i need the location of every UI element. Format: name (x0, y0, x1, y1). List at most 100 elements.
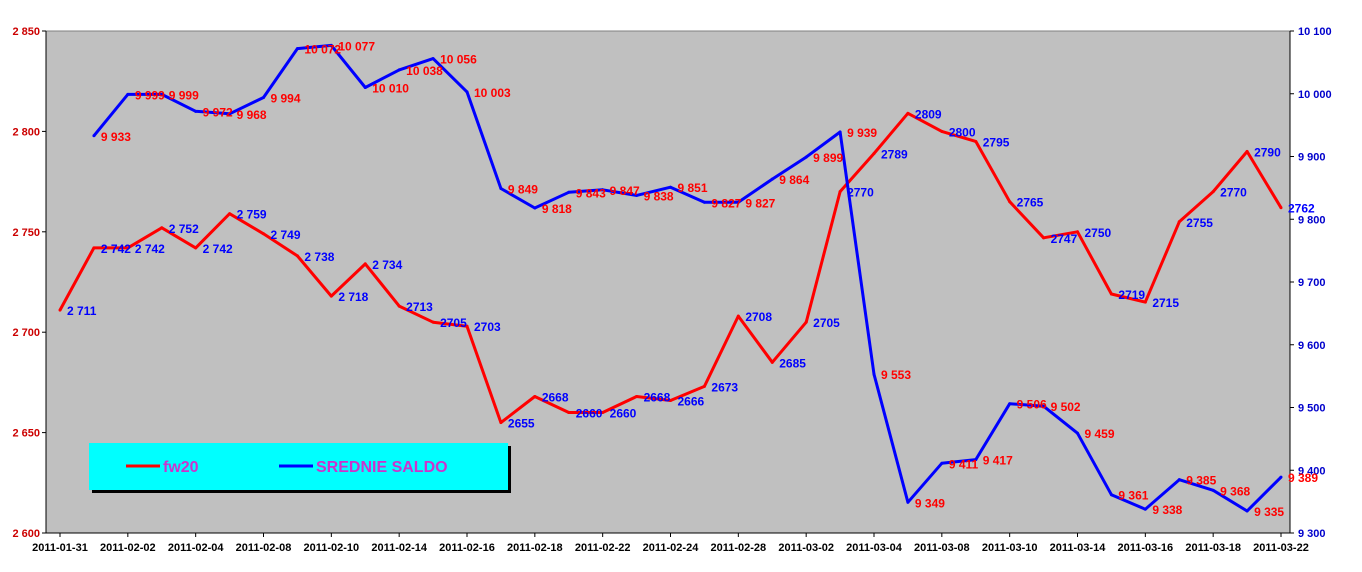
x-tick-label: 2011-02-28 (710, 542, 766, 554)
data-point (940, 129, 944, 133)
series-layer (58, 43, 1283, 513)
data-label: 2789 (881, 147, 908, 161)
data-label: 9 506 (1017, 398, 1047, 412)
data-point (499, 187, 503, 191)
data-label: 9 999 (135, 88, 165, 102)
left-tick-label: 2 700 (12, 327, 40, 339)
data-point (329, 294, 333, 298)
data-label: 2 752 (169, 222, 199, 236)
data-label: 2750 (1085, 226, 1112, 240)
data-label: 9 849 (508, 183, 538, 197)
left-tick-label: 2 850 (12, 26, 40, 38)
x-tick-label: 2011-03-18 (1185, 542, 1241, 554)
data-point (940, 461, 944, 465)
data-point (92, 246, 96, 250)
data-label: 2685 (779, 356, 806, 370)
data-point (1211, 190, 1215, 194)
data-label: 9 335 (1254, 505, 1284, 519)
data-label: 2800 (949, 125, 976, 139)
data-label: 9 338 (1152, 503, 1182, 517)
data-point (770, 360, 774, 364)
data-label: 2666 (678, 394, 705, 408)
data-label: 2705 (813, 316, 840, 330)
data-label: 2655 (508, 417, 535, 431)
data-point (1177, 220, 1181, 224)
data-label: 2 742 (101, 242, 131, 256)
data-point (804, 320, 808, 324)
x-tick-label: 2011-03-08 (914, 542, 970, 554)
data-point (262, 232, 265, 236)
data-point (1109, 493, 1113, 497)
x-axis: 2011-01-31 2011-02-02 2011-02-04 2011-02-08… (32, 532, 1309, 554)
data-point (160, 92, 164, 96)
right-tick-label: 9 300 (1298, 528, 1326, 540)
data-point (1279, 206, 1283, 210)
x-tick-label: 2011-03-22 (1253, 542, 1309, 554)
data-point (194, 246, 198, 250)
data-point (295, 254, 299, 258)
data-point (1245, 149, 1249, 153)
data-point (465, 324, 469, 328)
data-label: 9 368 (1220, 484, 1250, 498)
data-label: 10 072 (304, 43, 341, 57)
data-label: 10 077 (338, 39, 375, 53)
data-label: 2668 (542, 390, 569, 404)
data-point (702, 200, 706, 204)
data-point (906, 500, 910, 504)
data-point (1076, 431, 1079, 435)
data-label: 9 349 (915, 496, 945, 510)
data-point (397, 68, 401, 72)
data-label: 2 742 (135, 242, 165, 256)
left-tick-label: 2 650 (12, 428, 40, 440)
data-point (1008, 402, 1012, 406)
x-tick-label: 2011-02-22 (575, 542, 631, 554)
x-tick-label: 2011-02-08 (236, 542, 292, 554)
data-point (160, 226, 164, 230)
data-label: 2705 (440, 316, 467, 330)
data-label: 10 010 (372, 81, 409, 95)
data-label: 2 742 (203, 242, 233, 256)
data-point (499, 421, 503, 425)
data-point (228, 212, 232, 216)
x-tick-label: 2011-03-02 (778, 542, 834, 554)
x-tick-label: 2011-03-16 (1117, 542, 1173, 554)
data-label: 9 939 (847, 126, 877, 140)
data-point (736, 200, 740, 204)
data-label: 2713 (406, 300, 433, 314)
data-label: 9 933 (101, 130, 131, 144)
data-point (770, 177, 774, 181)
data-point (838, 190, 842, 194)
data-label: 9 553 (881, 368, 911, 382)
data-point (567, 411, 571, 415)
data-label: 2660 (610, 407, 637, 421)
data-label: 2715 (1152, 296, 1179, 310)
data-point (1076, 230, 1079, 234)
data-label: 10 038 (406, 64, 443, 78)
data-point (465, 90, 469, 94)
data-label: 2708 (745, 310, 772, 324)
data-point (431, 57, 435, 61)
data-label: 2 734 (372, 258, 402, 272)
right-tick-label: 9 700 (1298, 277, 1326, 289)
data-point (669, 185, 672, 189)
data-label: 10 056 (440, 53, 477, 67)
data-point (1177, 478, 1181, 482)
data-point (804, 155, 808, 159)
left-tick-label: 2 750 (12, 227, 40, 239)
data-point (635, 193, 639, 197)
data-point (736, 314, 740, 318)
left-y-axis: 2 600 2 650 2 700 2 750 2 800 2 850 (12, 26, 47, 540)
data-point (601, 188, 605, 192)
x-tick-label: 2011-02-04 (168, 542, 225, 554)
data-point (363, 85, 367, 89)
data-label: 2719 (1118, 288, 1145, 302)
data-point (1042, 236, 1046, 240)
data-label: 9 827 (745, 196, 775, 210)
data-label: 9 827 (711, 196, 741, 210)
x-tick-label: 2011-03-04 (846, 542, 903, 554)
data-label: 9 843 (576, 186, 606, 200)
right-tick-label: 9 400 (1298, 465, 1326, 477)
data-label: 9 417 (983, 454, 1013, 468)
data-point (58, 308, 62, 312)
